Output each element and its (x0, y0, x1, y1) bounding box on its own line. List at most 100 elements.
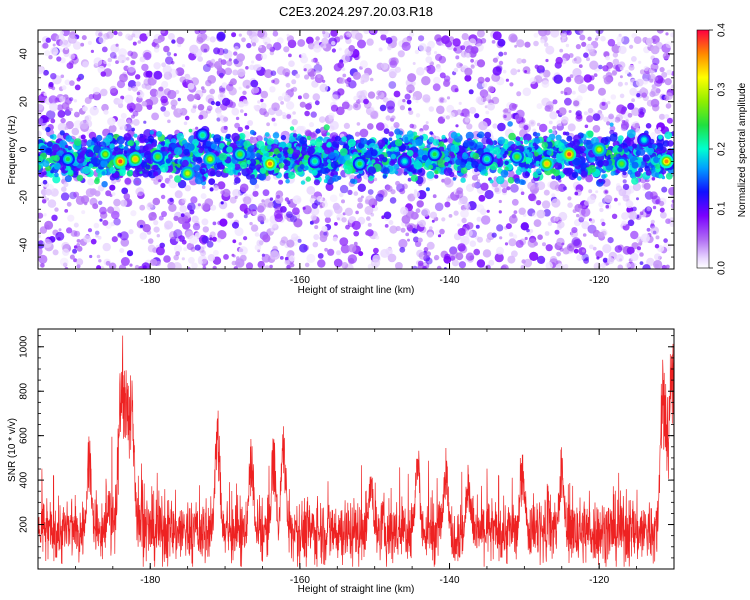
heatmap-noise-cell (242, 90, 247, 96)
heatmap-noise-cell (197, 56, 204, 62)
heatmap-noise-cell (109, 184, 116, 191)
heatmap-noise-cell (639, 211, 644, 216)
heatmap-noise-cell (357, 197, 363, 203)
heatmap-noise-cell (153, 226, 160, 233)
heatmap-noise-cell (242, 99, 248, 104)
heatmap-noise-cell (417, 260, 424, 267)
heatmap-noise-cell (216, 117, 221, 122)
heatmap-noise-cell (470, 58, 474, 63)
heatmap-noise-cell (534, 64, 539, 70)
heatmap-band-cell (153, 171, 159, 177)
heatmap-noise-cell (433, 76, 441, 85)
heatmap-band-cell (634, 171, 641, 177)
heatmap-noise-cell (69, 53, 76, 60)
heatmap-noise-cell (233, 51, 238, 56)
heatmap-band-cell (149, 130, 154, 135)
heatmap-band-cell (93, 138, 98, 143)
heatmap-noise-cell (478, 121, 488, 131)
heatmap-noise-cell (378, 47, 383, 52)
heatmap-noise-cell (579, 208, 586, 216)
heatmap-noise-cell (640, 233, 651, 243)
heatmap-band-cell (226, 146, 233, 153)
heatmap-band-cell (425, 187, 430, 192)
heatmap-noise-cell (113, 30, 118, 36)
heatmap-noise-cell (348, 244, 357, 253)
heatmap-noise-cell (312, 241, 319, 248)
heatmap-noise-cell (516, 91, 522, 97)
heatmap-noise-cell (38, 103, 44, 111)
heatmap-noise-cell (502, 111, 512, 121)
heatmap-band-cell (465, 131, 474, 140)
heatmap-band-cell (413, 160, 423, 170)
heatmap-noise-cell (287, 39, 297, 49)
heatmap-noise-cell (457, 223, 461, 227)
heatmap-noise-cell (539, 72, 545, 78)
heatmap-noise-cell (277, 95, 284, 102)
heatmap-noise-cell (370, 106, 375, 111)
heatmap-noise-cell (553, 74, 563, 84)
heatmap-band-cell (299, 136, 308, 145)
heatmap-noise-cell (600, 262, 607, 268)
heatmap-band-cell (469, 141, 475, 147)
heatmap-band-cell (113, 147, 121, 155)
heatmap-noise-cell (437, 234, 442, 238)
heatmap-noise-cell (636, 93, 641, 98)
heatmap-noise-cell (460, 112, 464, 117)
heatmap-noise-cell (290, 233, 299, 241)
heatmap-noise-cell (642, 72, 651, 82)
heatmap-noise-cell (621, 220, 627, 226)
heatmap-noise-cell (121, 187, 129, 195)
heatmap-noise-cell (436, 105, 445, 115)
heatmap-noise-cell (310, 214, 317, 221)
heatmap-noise-cell (658, 200, 665, 207)
heatmap-noise-cell (464, 202, 470, 209)
heatmap-noise-cell (128, 229, 134, 235)
heatmap-noise-cell (302, 92, 310, 100)
heatmap-noise-cell (332, 202, 341, 211)
heatmap-band-cell (51, 143, 60, 153)
chart-title: C2E3.2024.297.20.03.R18 (279, 4, 433, 19)
heatmap-noise-cell (588, 189, 593, 194)
heatmap-noise-cell (527, 231, 532, 236)
heatmap-noise-cell (415, 99, 419, 103)
heatmap-noise-cell (292, 111, 296, 115)
heatmap-band-cell (450, 131, 458, 139)
heatmap-noise-cell (600, 218, 605, 223)
heatmap-noise-cell (593, 73, 598, 77)
heatmap-noise-cell (143, 78, 151, 86)
heatmap-noise-cell (123, 193, 131, 200)
heatmap-noise-cell (505, 78, 509, 82)
heatmap-noise-cell (484, 189, 494, 200)
heatmap-noise-cell (635, 78, 644, 87)
heatmap-band-cell (520, 179, 526, 185)
heatmap-noise-cell (646, 207, 651, 212)
heatmap-band-cell (159, 164, 169, 173)
heatmap-noise-cell (423, 247, 429, 252)
heatmap-noise-cell (485, 110, 490, 115)
heatmap-band-cell (623, 147, 629, 153)
heatmap-noise-cell (503, 114, 507, 119)
heatmap-noise-cell (574, 74, 584, 85)
heatmap-noise-cell (201, 218, 209, 226)
heatmap-noise-cell (383, 211, 392, 220)
heatmap-noise-cell (524, 70, 528, 73)
heatmap-noise-cell (411, 227, 418, 234)
heatmap-noise-cell (616, 35, 625, 44)
heatmap-noise-cell (158, 179, 162, 183)
heatmap-noise-cell (471, 174, 479, 181)
heatmap-band-cell (288, 171, 296, 179)
heatmap-noise-cell (209, 231, 216, 238)
heatmap-noise-cell (310, 194, 315, 199)
heatmap-band-cell (188, 128, 193, 133)
heatmap-band-cell (172, 143, 177, 148)
heatmap-noise-cell (223, 116, 229, 122)
heatmap-noise-cell (422, 124, 429, 131)
heatmap-noise-cell (173, 244, 183, 253)
heatmap-band-cell (387, 144, 392, 149)
heatmap-noise-cell (665, 41, 673, 49)
heatmap-noise-cell (370, 212, 375, 217)
heatmap-noise-cell (334, 222, 338, 226)
heatmap-band-cell (52, 175, 61, 184)
heatmap-noise-cell (443, 99, 447, 103)
heatmap-noise-cell (160, 194, 166, 200)
